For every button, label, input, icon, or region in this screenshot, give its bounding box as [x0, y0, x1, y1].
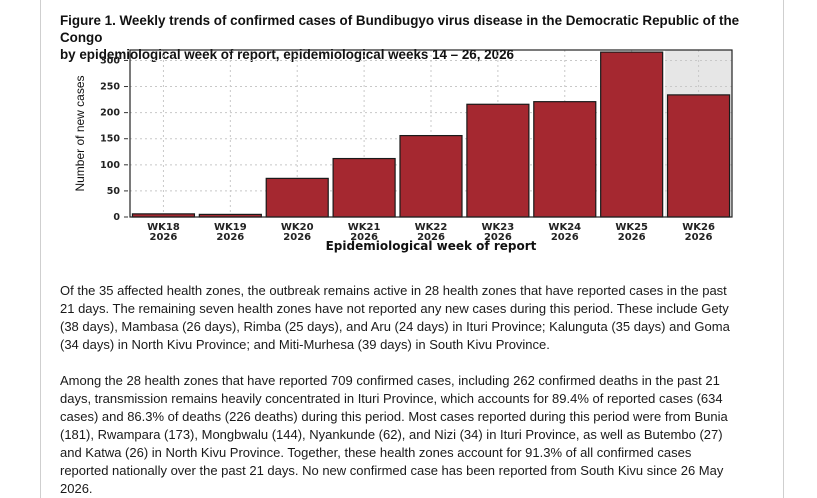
bar-wk25 — [600, 51, 664, 218]
bar-wk24 — [533, 101, 597, 218]
x-tick-label-week: WK19 — [214, 222, 247, 233]
paragraph-line: days, transmission remains heavily conce… — [60, 391, 723, 406]
x-tick-label-year: 2026 — [216, 232, 244, 243]
x-tick-label-week: WK25 — [615, 222, 648, 233]
figure-title: Figure 1. Weekly trends of confirmed cas… — [60, 12, 760, 63]
x-tick-label-week: WK22 — [415, 222, 448, 233]
x-tick-label-year: 2026 — [685, 232, 713, 243]
paragraph-line: and Katwa (26) in North Kivu Province. T… — [60, 445, 692, 460]
x-tick-label-year: 2026 — [484, 232, 512, 243]
bar-wk20 — [265, 177, 329, 218]
x-tick-label-week: WK26 — [682, 222, 715, 233]
weekly-cases-bar-chart: 050100150200250300WK182026WK192026WK2020… — [73, 49, 733, 253]
y-tick-label: 100 — [100, 160, 120, 171]
paragraph-line: (34 days) in North Kivu Province; and Mi… — [60, 337, 550, 352]
page-border-left — [40, 0, 41, 498]
x-tick-label-week: WK20 — [281, 222, 314, 233]
x-tick-label-year: 2026 — [618, 232, 646, 243]
y-tick-label: 150 — [100, 134, 120, 145]
x-tick-label-week: WK24 — [548, 222, 581, 233]
bar-wk23 — [466, 103, 530, 218]
paragraph-line: 21 days. The remaining seven health zone… — [60, 301, 729, 316]
y-tick-label: 250 — [100, 82, 120, 93]
bar-wk26 — [666, 94, 731, 218]
x-tick-label-week: WK18 — [147, 222, 180, 233]
figure-title-line-2: by epidemiological week of report, epide… — [60, 47, 514, 62]
paragraph-line: 2026. — [60, 481, 93, 496]
paragraph-transmission: Among the 28 health zones that have repo… — [60, 372, 760, 498]
page-border-right — [783, 0, 784, 498]
x-tick-label-year: 2026 — [283, 232, 311, 243]
x-axis-title: Epidemiological week of report — [326, 239, 537, 253]
x-tick-label-year: 2026 — [350, 232, 378, 243]
paragraph-line: Of the 35 affected health zones, the out… — [60, 283, 727, 298]
y-tick-label: 50 — [107, 186, 121, 197]
paragraph-line: (181), Rwampara (173), Mongbwalu (144), … — [60, 427, 723, 442]
paragraph-line: (38 days), Mambasa (26 days), Rimba (25 … — [60, 319, 730, 334]
paragraph-line: Among the 28 health zones that have repo… — [60, 373, 720, 388]
x-tick-label-year: 2026 — [150, 232, 178, 243]
bar-wk22 — [399, 134, 463, 218]
x-tick-label-week: WK23 — [482, 222, 515, 233]
x-tick-label-year: 2026 — [551, 232, 579, 243]
y-tick-label: 0 — [113, 212, 120, 223]
y-axis-title: Number of new cases — [73, 75, 87, 191]
y-tick-label: 200 — [100, 108, 120, 119]
x-tick-label-year: 2026 — [417, 232, 445, 243]
x-tick-label-week: WK21 — [348, 222, 381, 233]
figure-title-line-1: Figure 1. Weekly trends of confirmed cas… — [60, 13, 740, 45]
paragraph-line: cases) and 86.3% of deaths (226 deaths) … — [60, 409, 728, 424]
paragraph-affected-zones: Of the 35 affected health zones, the out… — [60, 282, 760, 354]
bar-wk21 — [332, 157, 396, 218]
y-tick-label: 300 — [100, 55, 120, 66]
paragraph-line: reported nationally over the past 21 day… — [60, 463, 724, 478]
plot-frame — [129, 49, 733, 218]
